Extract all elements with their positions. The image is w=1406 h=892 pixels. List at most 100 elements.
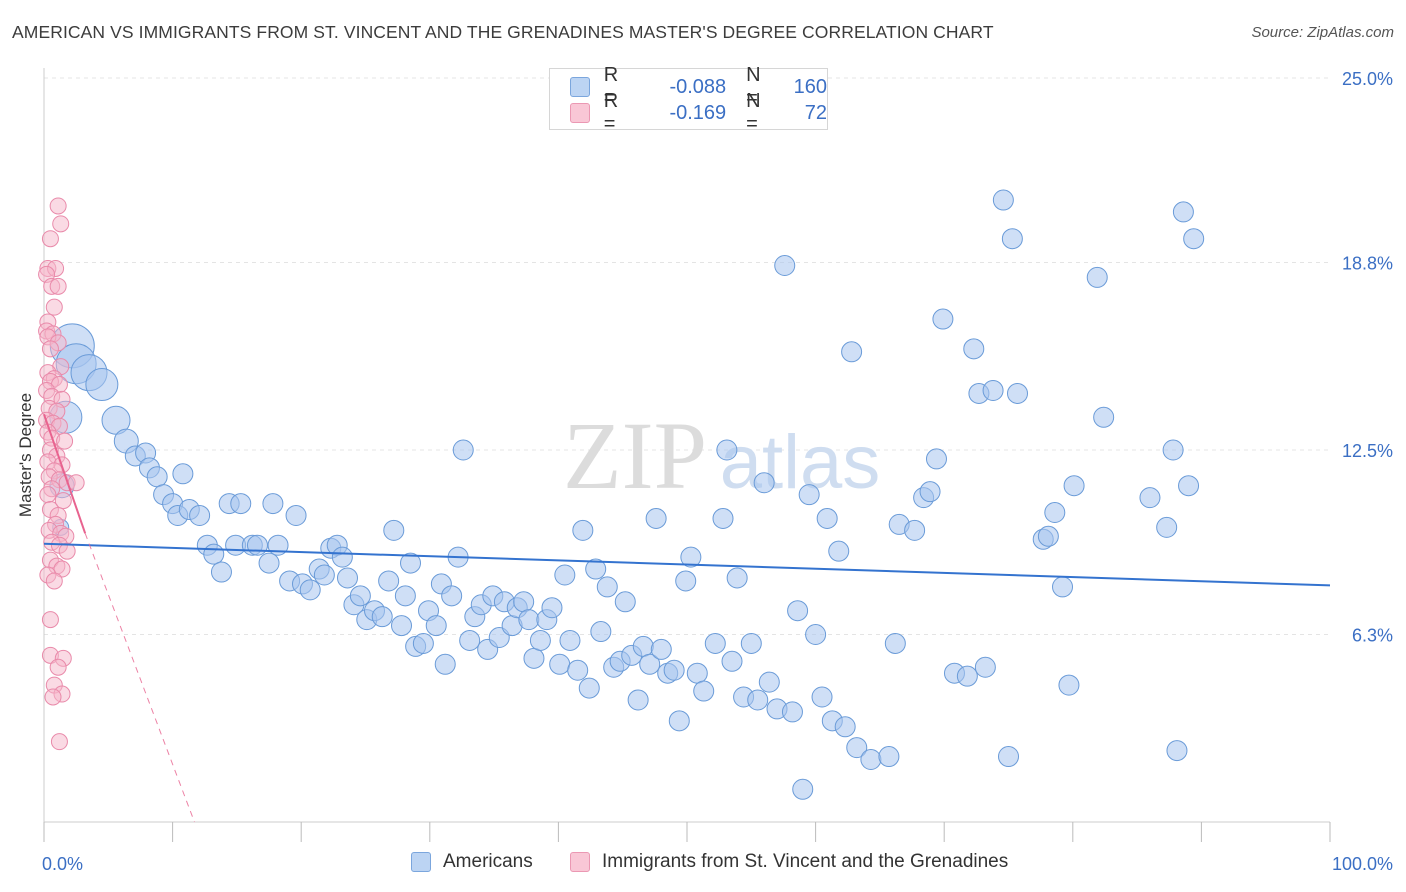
americans-point [285,504,307,526]
americans-point [805,624,827,646]
americans-point [596,576,618,598]
americans-point [189,504,211,526]
immigrants-point [54,492,72,510]
americans-point [412,632,434,654]
legend-r-label: R = [603,90,619,135]
americans-point [878,746,900,768]
americans-point [680,546,702,568]
americans-point [299,579,321,601]
series-americans [49,189,1205,800]
bottom-legend-swatch-immigrants [570,852,590,872]
americans-point [371,606,393,628]
americans-point [459,629,481,651]
immigrants-point [41,230,59,248]
immigrants-point [52,215,70,233]
americans-point [675,570,697,592]
americans-point [146,466,168,488]
americans-point [425,615,447,637]
americans-point [860,749,882,771]
americans-point [210,561,232,583]
americans-point [1183,228,1205,250]
americans-point [721,650,743,672]
immigrants-point [41,611,59,629]
americans-point [523,647,545,669]
americans-point [383,519,405,541]
y-tick-label: 18.8% [1342,254,1393,274]
legend-n-value: 72 [804,101,827,124]
americans-point [828,540,850,562]
bottom-legend-swatch-americans [411,852,431,872]
americans-point [1162,439,1184,461]
immigrants-point [45,572,63,590]
x-tick-label-start: 0.0% [42,854,83,874]
americans-point [787,600,809,622]
americans-point [452,439,474,461]
americans-point [1086,266,1108,288]
legend-r-value: -0.088 [669,75,727,98]
trend-lines [43,413,1331,823]
americans-point [172,463,194,485]
tick-labels: 6.3% 12.5% 18.8% 25.0% 0.0% 100.0% [42,69,1393,874]
source-label: Source: ZipAtlas.com [1251,24,1394,41]
americans-point [313,564,335,586]
y-tick-label: 25.0% [1342,69,1393,89]
americans-point [391,615,413,637]
americans-point [974,656,996,678]
immigrants-point [53,560,71,578]
americans-point [712,507,734,529]
americans-point [549,653,571,675]
americans-point [932,308,954,330]
americans-point [1037,525,1059,547]
americans-point [740,632,762,654]
americans-point [639,653,661,675]
americans-point [726,567,748,589]
chart-title: AMERICAN VS IMMIGRANTS FROM ST. VINCENT … [12,22,994,42]
americans-point [246,534,268,556]
americans-point [1001,228,1023,250]
legend-row-immigrants: R = -0.169 N = 72 [570,90,827,135]
americans-point [1172,201,1194,223]
americans-point [1044,501,1066,523]
americans-point [1139,487,1161,509]
americans-point [572,519,594,541]
americans-point [758,671,780,693]
americans-point [632,635,654,657]
americans-point [258,552,280,574]
bottom-legend-label-immigrants: Immigrants from St. Vincent and the Gren… [602,851,1009,872]
americans-point [846,737,868,759]
americans-point [753,472,775,494]
americans-point [1063,475,1085,497]
immigrants-point [49,197,67,215]
americans-point [963,338,985,360]
americans-point [798,484,820,506]
americans-point [645,507,667,529]
immigrants-point [44,688,62,706]
americans-point [716,439,738,461]
legend-swatch-immigrants [570,103,590,123]
immigrants-point [50,733,68,751]
x-tick-label-end: 100.0% [1332,854,1393,874]
americans-point [513,591,535,613]
americans-point [441,585,463,607]
legend-swatch-americans [570,77,590,97]
americans-point [834,716,856,738]
immigrants-point [49,277,67,295]
legend-n-label: N = [746,64,761,109]
americans-point [956,665,978,687]
americans-point [434,653,456,675]
americans-point [650,638,672,660]
americans-point [781,701,803,723]
americans-point [998,746,1019,768]
americans-point [230,493,252,515]
immigrants-point [39,486,57,504]
americans-point [567,659,589,681]
americans-point [529,629,551,651]
y-axis-label: Master's Degree [16,393,35,517]
watermark-zip: ZIP [563,402,707,509]
americans-point [693,680,715,702]
americans-point [663,659,685,681]
americans-point [1007,382,1029,404]
americans-point [85,368,119,402]
americans-point [590,621,612,643]
americans-point [982,379,1004,401]
